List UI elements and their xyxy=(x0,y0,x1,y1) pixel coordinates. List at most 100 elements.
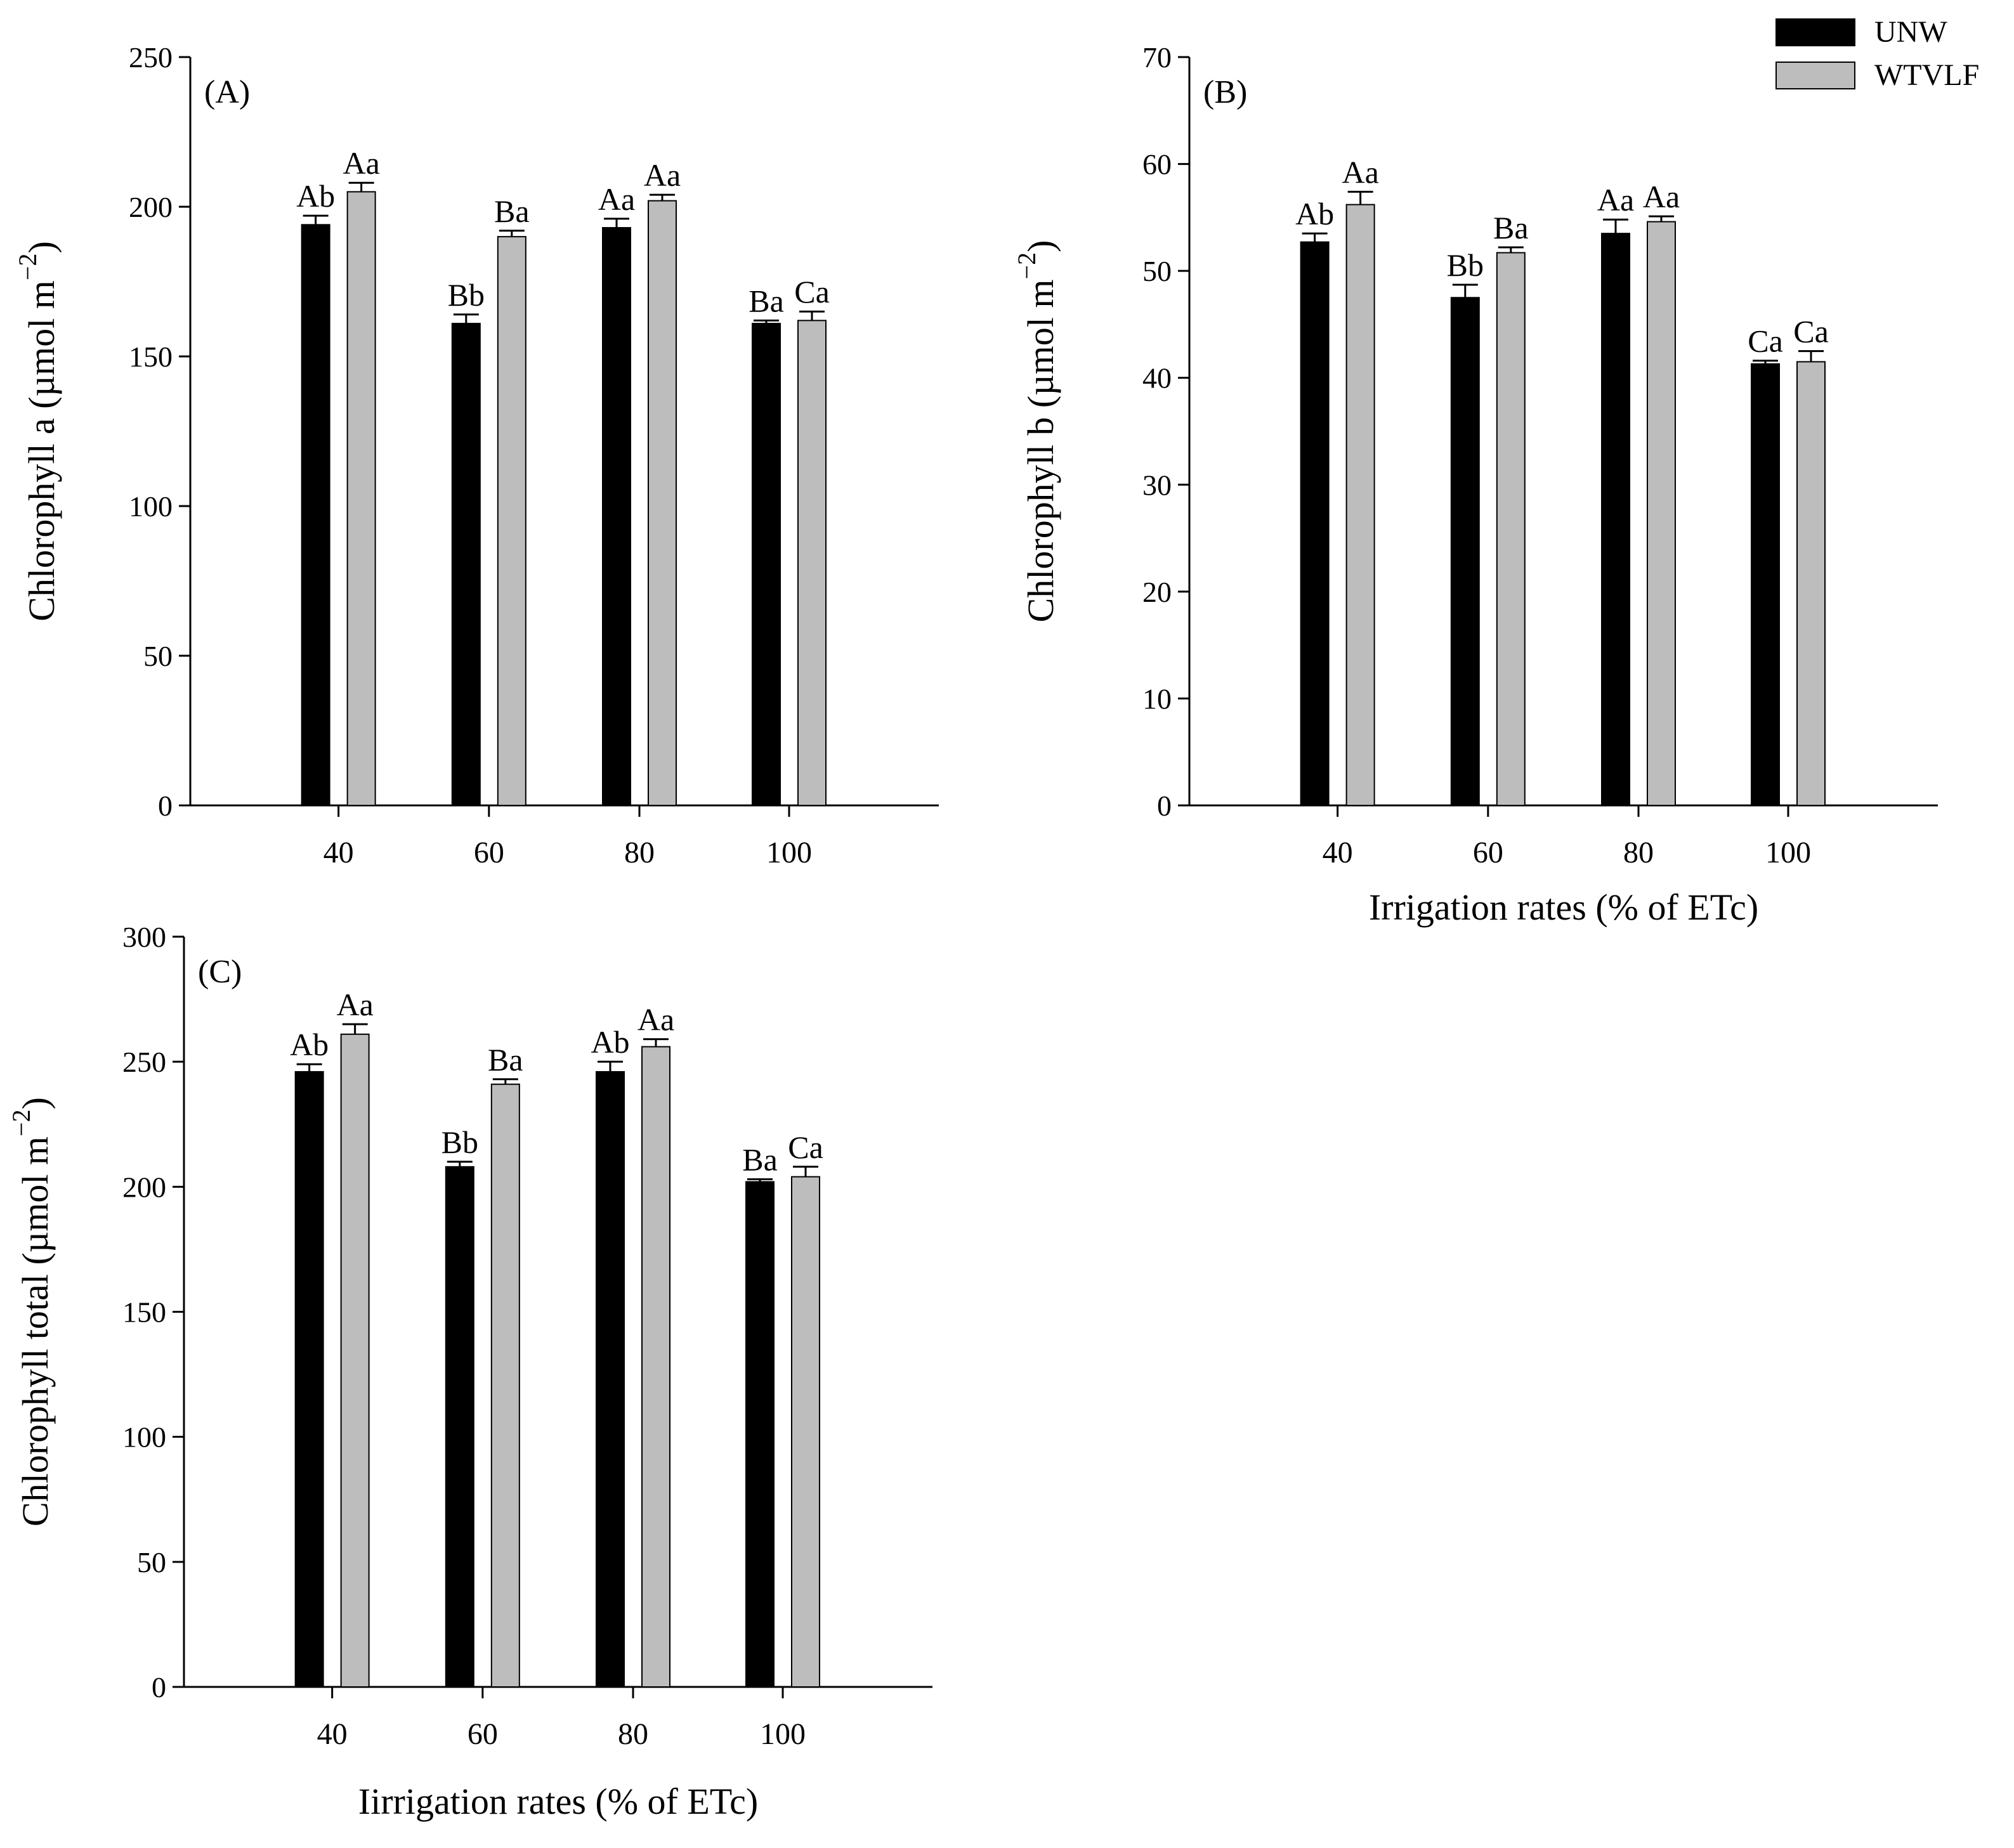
panel-label: (A) xyxy=(204,74,250,110)
x-tick-label: 80 xyxy=(618,1717,648,1751)
significance-letter: Ba xyxy=(742,1142,778,1178)
y-tick-label: 50 xyxy=(137,1546,166,1578)
legend-swatch-unw xyxy=(1775,18,1855,46)
bar-unw xyxy=(451,323,481,806)
legend-label-unw: UNW xyxy=(1874,15,1947,49)
significance-letter: Ca xyxy=(788,1129,823,1165)
significance-letter: Aa xyxy=(1597,182,1634,218)
legend-label-wtvlf: WTVLF xyxy=(1874,58,1979,92)
y-axis-label-superscript: −2 xyxy=(13,254,42,281)
significance-letter: Ba xyxy=(1493,210,1529,245)
bar-wtvlf xyxy=(1496,252,1526,806)
y-tick-label: 200 xyxy=(129,191,173,223)
significance-letter: Aa xyxy=(638,1002,674,1038)
y-tick-label: 60 xyxy=(1142,148,1172,181)
bar-unw xyxy=(1601,233,1630,806)
bar-unw xyxy=(752,323,781,806)
significance-letter: Aa xyxy=(1342,154,1378,190)
significance-letter: Ab xyxy=(1295,196,1334,231)
significance-letter: Bb xyxy=(1447,247,1484,283)
x-tick-label: 60 xyxy=(1473,836,1503,869)
x-tick-label: 80 xyxy=(1623,836,1654,869)
significance-letter: Aa xyxy=(598,181,635,217)
x-axis-label: Irrigation rates (% of ETc) xyxy=(1369,887,1758,928)
bar-unw xyxy=(745,1181,775,1688)
bar-wtvlf xyxy=(648,200,677,806)
significance-letter: Aa xyxy=(644,157,681,193)
legend-swatch-wtvlf xyxy=(1775,62,1855,89)
y-tick-label: 100 xyxy=(122,1421,166,1454)
significance-letter: Ca xyxy=(794,274,830,309)
y-tick-label: 150 xyxy=(129,341,173,373)
significance-letter: Ba xyxy=(488,1042,523,1077)
panel-label: (B) xyxy=(1203,74,1247,110)
x-tick-label: 100 xyxy=(760,1717,806,1751)
y-tick-label: 50 xyxy=(1142,255,1172,287)
y-tick-label: 0 xyxy=(152,1671,166,1703)
bar-unw xyxy=(1300,241,1330,806)
y-tick-label: 70 xyxy=(1142,41,1172,74)
y-tick-label: 0 xyxy=(158,790,173,822)
x-tick-label: 40 xyxy=(324,836,354,869)
bar-wtvlf xyxy=(1796,361,1826,806)
y-tick-label: 50 xyxy=(143,640,173,672)
y-tick-label: 300 xyxy=(122,921,166,953)
y-axis-label-superscript: −2 xyxy=(1012,252,1041,280)
significance-letter: Bb xyxy=(441,1124,478,1160)
y-tick-label: 30 xyxy=(1142,469,1172,501)
x-tick-label: 100 xyxy=(1765,836,1811,869)
y-tick-label: 10 xyxy=(1142,682,1172,715)
y-axis-label-text: Chlorophyll total (µmol m xyxy=(15,1136,56,1526)
bar-unw xyxy=(1450,297,1480,806)
significance-letter: Ab xyxy=(296,178,335,214)
bar-unw xyxy=(301,224,330,806)
y-tick-label: 250 xyxy=(129,41,173,74)
x-tick-label: 40 xyxy=(317,1717,348,1751)
y-axis-label-close: ) xyxy=(21,241,62,253)
legend: UNW WTVLF xyxy=(1775,15,1979,92)
y-tick-label: 0 xyxy=(1157,790,1172,822)
x-tick-label: 100 xyxy=(766,836,812,869)
significance-letter: Ca xyxy=(1748,323,1783,359)
bar-unw xyxy=(1751,363,1780,806)
bar-wtvlf xyxy=(797,320,827,806)
significance-letter: Ca xyxy=(1793,314,1829,349)
x-tick-label: 60 xyxy=(468,1717,498,1751)
y-axis-label: Chlorophyll b (µmol m−2) xyxy=(1012,240,1061,623)
y-tick-label: 200 xyxy=(122,1171,166,1203)
panel-label: (C) xyxy=(198,954,242,990)
y-tick-label: 100 xyxy=(129,490,173,523)
y-axis-label-close: ) xyxy=(1020,240,1061,252)
bar-wtvlf xyxy=(791,1176,820,1688)
y-axis-label-superscript: −2 xyxy=(7,1109,36,1136)
significance-letter: Ab xyxy=(290,1027,329,1062)
y-axis-label: Chlorophyll a (µmol m−2) xyxy=(13,241,62,621)
bar-wtvlf xyxy=(1647,221,1676,807)
bar-unw xyxy=(602,227,631,807)
y-tick-label: 20 xyxy=(1142,576,1172,608)
x-tick-label: 80 xyxy=(624,836,655,869)
y-axis-label-text: Chlorophyll a (µmol m xyxy=(21,280,62,621)
x-tick-label: 60 xyxy=(474,836,504,869)
bar-unw xyxy=(294,1070,324,1688)
y-tick-label: 40 xyxy=(1142,362,1172,394)
significance-letter: Ab xyxy=(591,1024,629,1060)
bar-wtvlf xyxy=(1345,204,1375,806)
significance-letter: Aa xyxy=(336,987,373,1022)
panel-2: 05010015020025030040AbAa60BbBa80AbAa100B… xyxy=(7,921,932,1822)
significance-letter: Ba xyxy=(749,283,784,318)
y-tick-label: 250 xyxy=(122,1046,166,1078)
bar-unw xyxy=(596,1070,625,1688)
x-tick-label: 40 xyxy=(1323,836,1353,869)
significance-letter: Aa xyxy=(343,145,379,181)
significance-letter: Bb xyxy=(448,277,485,313)
bar-wtvlf xyxy=(490,1083,520,1688)
y-axis-label-text: Chlorophyll b (µmol m xyxy=(1020,279,1061,622)
significance-letter: Ba xyxy=(494,193,530,229)
y-axis-label-close: ) xyxy=(15,1097,56,1109)
significance-letter: Aa xyxy=(1643,179,1680,214)
